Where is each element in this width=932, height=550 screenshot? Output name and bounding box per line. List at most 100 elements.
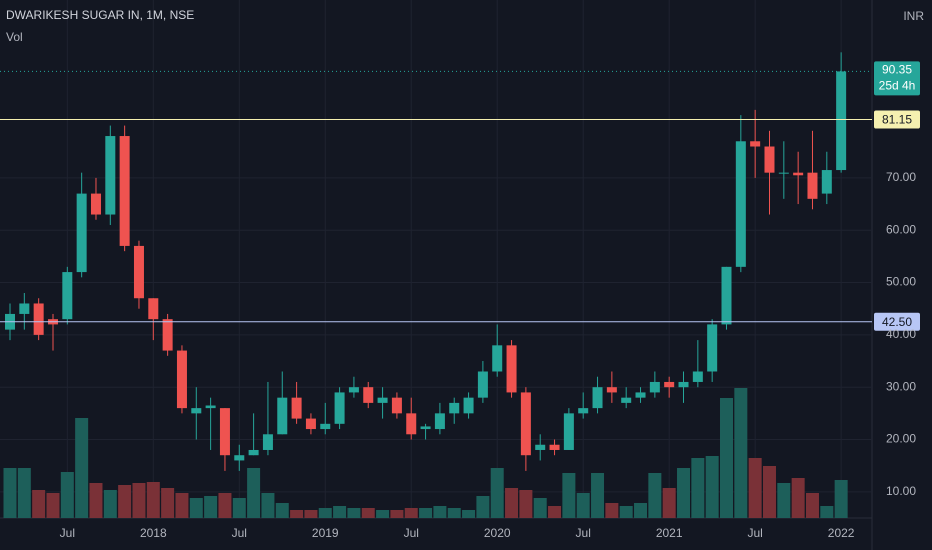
y-tick-label: 20.00 bbox=[886, 432, 916, 446]
y-tick-label: 30.00 bbox=[886, 379, 916, 393]
volume-bar bbox=[419, 508, 433, 518]
volume-bar bbox=[677, 468, 691, 518]
candle-body bbox=[678, 381, 689, 388]
volume-bar bbox=[132, 483, 146, 518]
volume-bar bbox=[89, 483, 103, 518]
candle-body bbox=[320, 423, 331, 430]
x-tick-label: Jul bbox=[404, 526, 419, 540]
candle-body bbox=[621, 397, 632, 403]
countdown-label: 25d 4h bbox=[879, 79, 916, 93]
price-tag-label: 81.15 bbox=[882, 113, 912, 127]
candle-body bbox=[391, 397, 402, 414]
volume-bar bbox=[32, 490, 46, 518]
volume-bar bbox=[390, 510, 404, 518]
volume-bar bbox=[490, 468, 504, 518]
volume-bar bbox=[734, 388, 748, 518]
volume-bar bbox=[17, 468, 31, 518]
volume-bar bbox=[3, 468, 17, 518]
x-tick-label: Jul bbox=[576, 526, 591, 540]
volume-bar bbox=[60, 472, 74, 518]
candle-body bbox=[248, 449, 259, 456]
candle-body bbox=[793, 172, 804, 176]
volume-bar bbox=[834, 480, 848, 518]
x-tick-label: Jul bbox=[747, 526, 762, 540]
volume-bar bbox=[103, 490, 117, 518]
volume-bar bbox=[805, 493, 819, 518]
volume-bar bbox=[261, 493, 275, 518]
candle-body bbox=[19, 303, 30, 314]
volume-label: Vol bbox=[6, 30, 23, 44]
price-tag bbox=[874, 110, 920, 129]
candle-body bbox=[148, 298, 159, 320]
candle-body bbox=[707, 324, 718, 372]
volume-bar bbox=[619, 506, 633, 518]
candle-body bbox=[807, 172, 818, 199]
volume-bar bbox=[748, 458, 762, 518]
candle-body bbox=[477, 371, 488, 398]
currency-label: INR bbox=[903, 9, 924, 23]
candle-body bbox=[277, 397, 288, 435]
volume-bar bbox=[247, 468, 261, 518]
volume-bar bbox=[720, 398, 733, 518]
price-tag bbox=[874, 312, 920, 331]
volume-bar bbox=[634, 503, 648, 518]
volume-bar bbox=[189, 498, 203, 518]
x-tick-label: 2021 bbox=[656, 526, 683, 540]
volume-bar bbox=[376, 510, 390, 518]
candle-body bbox=[592, 387, 603, 409]
candle-body bbox=[692, 371, 703, 382]
volume-bar bbox=[476, 496, 490, 518]
last-price-label: 90.35 bbox=[882, 63, 912, 77]
candle-body bbox=[449, 402, 460, 414]
x-tick-label: Jul bbox=[232, 526, 247, 540]
candle-body bbox=[90, 193, 101, 215]
candle-body bbox=[219, 408, 230, 456]
volume-bar bbox=[791, 478, 805, 518]
volume-bar bbox=[447, 508, 461, 518]
candle-body bbox=[420, 426, 431, 430]
candle-body bbox=[434, 413, 445, 430]
candle-body bbox=[191, 408, 202, 414]
volume-bar bbox=[161, 488, 175, 518]
x-tick-label: 2022 bbox=[828, 526, 855, 540]
volume-bar bbox=[562, 473, 576, 518]
volume-bar bbox=[705, 456, 719, 518]
volume-bar bbox=[404, 508, 418, 518]
volume-bar bbox=[175, 493, 189, 518]
volume-bar bbox=[204, 496, 218, 518]
candle-body bbox=[750, 141, 761, 147]
candle-body bbox=[33, 303, 44, 335]
candle-body bbox=[764, 146, 775, 173]
volume-bar bbox=[691, 458, 705, 518]
candle-body bbox=[735, 141, 746, 267]
volume-bar bbox=[75, 418, 89, 518]
y-tick-label: 60.00 bbox=[886, 222, 916, 236]
candle-body bbox=[234, 455, 245, 461]
overlay-layer: 81.15 42.50 90.35 25d 4h bbox=[0, 61, 920, 331]
volume-bar bbox=[462, 510, 476, 518]
volume-bar bbox=[605, 503, 619, 518]
y-tick-label: 10.00 bbox=[886, 484, 916, 498]
candle-body bbox=[664, 381, 675, 388]
volume-bar bbox=[361, 508, 375, 518]
volume-bar bbox=[648, 473, 662, 518]
candle-body bbox=[535, 444, 546, 450]
candle-body bbox=[105, 136, 116, 215]
volume-bar bbox=[333, 506, 347, 518]
candle-body bbox=[635, 392, 646, 398]
candle-body bbox=[348, 387, 359, 393]
price-tag-label: 42.50 bbox=[882, 315, 912, 329]
candle-body bbox=[262, 434, 273, 450]
candle-body bbox=[76, 193, 87, 273]
volume-bar bbox=[275, 503, 289, 518]
volume-bar bbox=[762, 466, 776, 518]
x-tick-label: Jul bbox=[60, 526, 75, 540]
candle-body bbox=[334, 392, 345, 424]
volume-bar bbox=[218, 493, 232, 518]
volume-bar bbox=[232, 498, 246, 518]
candle-body bbox=[133, 245, 144, 299]
volume-bar bbox=[533, 498, 547, 518]
volume-bar bbox=[146, 482, 160, 518]
x-tick-label: 2020 bbox=[484, 526, 511, 540]
